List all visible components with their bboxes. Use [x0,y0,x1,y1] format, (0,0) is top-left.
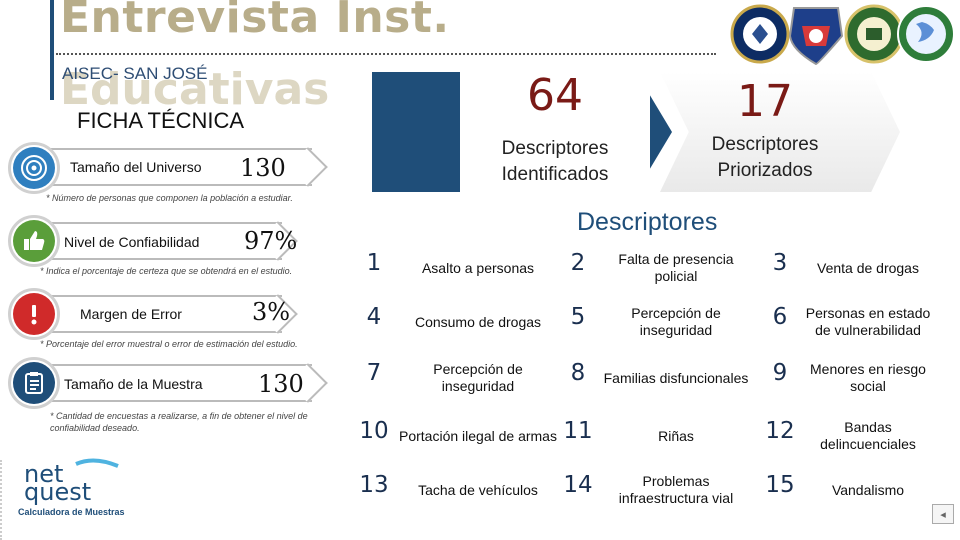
stat-priorizados-arrow [660,72,900,192]
descriptores-title: Descriptores [577,208,718,236]
descriptor-number: 7 [366,360,382,386]
seal-1-icon [730,4,790,64]
descriptor-text: Portación ilegal de armas [399,427,557,444]
page-title: Entrevista Inst. [60,0,450,43]
clipboard-icon [13,362,55,404]
stat-identificados-panel [460,70,650,196]
universo-icon-ring [8,142,60,194]
descriptor-text: Bandas delincuenciales [820,419,916,452]
descriptor-number: 13 [359,472,389,498]
universo-label: Tamaño del Universo [70,159,202,175]
stat-identificados-number: 64 [527,70,583,121]
descriptor-text: Problemas infraestructura vial [618,473,734,506]
descriptor-number: 14 [563,472,593,498]
descriptor-number: 11 [563,418,593,444]
descriptor-number: 5 [570,304,586,330]
descriptor-number: 15 [765,472,795,498]
seal-3-icon [844,4,904,64]
descriptor-text: Personas en estado de vulnerabilidad [805,305,931,338]
logo-brand-bottom: quest [24,478,91,506]
error-pill [42,295,282,333]
confiabilidad-note: * Indica el porcentaje de certeza que se… [40,266,293,276]
universo-pill [42,148,312,186]
descriptor-text: Percepción de inseguridad [631,305,721,338]
descriptor-text: Percepción de inseguridad [433,361,523,394]
stat-priorizados-label: Descriptores Priorizados [711,134,819,181]
muestra-value: 130 [258,370,304,398]
descriptor-text: Menores en riesgo social [810,361,926,394]
descriptor-number: 12 [765,418,795,444]
speaker-icon[interactable]: ◂ [932,504,954,524]
descriptor-number: 9 [772,360,788,386]
muestra-pill [42,364,312,402]
muestra-label: Tamaño de la Muestra [64,376,203,392]
logo-brand-top: net [24,460,63,488]
confiabilidad-label: Nivel de Confiabilidad [64,234,200,250]
descriptor-number: 4 [366,304,382,330]
page-subtitle: AISEC- SAN JOSÉ [62,64,208,83]
muestra-note: * Cantidad de encuestas a realizarse, a … [50,411,308,433]
descriptor-number: 3 [772,250,788,276]
descriptor-text: Tacha de vehículos [418,481,538,498]
seal-2-icon [788,7,844,66]
descriptor-number: 10 [359,418,389,444]
muestra-icon-ring [8,357,60,409]
confiabilidad-icon-ring [8,215,60,267]
logo-caption: Calculadora de Muestras [18,507,125,517]
error-label: Margen de Error [80,306,182,322]
seal-4-icon [897,5,955,63]
confiabilidad-pill [42,222,282,260]
descriptor-text: Riñas [658,427,694,444]
descriptor-text: Falta de presencia policial [618,251,734,284]
error-icon-ring [8,288,60,340]
thumbs-up-icon [13,220,55,262]
netquest-logo: net quest Calculadora de Muestras [18,458,125,517]
title-ghost: Educativas [60,64,330,115]
error-note: * Porcentaje del error muestral o error … [40,339,298,349]
universo-note: * Número de personas que componen la pob… [46,193,293,203]
institution-seals [730,4,955,66]
descriptor-number: 6 [772,304,788,330]
descriptor-number: 8 [570,360,586,386]
stat-priorizados-number: 17 [737,76,793,127]
stat-identificados-label: Descriptores Identificados [501,138,609,185]
decor-line [0,460,4,540]
descriptor-text: Vandalismo [831,481,905,498]
descriptor-text: Consumo de drogas [414,313,542,330]
descriptor-text: Asalto a personas [421,259,535,276]
exclamation-icon [13,293,55,335]
error-value: 3% [252,298,291,326]
section-title: FICHA TÉCNICA [77,108,245,133]
dotted-divider [56,53,716,55]
universo-value: 130 [240,154,286,182]
accent-bar [50,0,54,100]
confiabilidad-value: 97% [244,227,298,255]
descriptor-number: 2 [570,250,586,276]
descriptor-text: Venta de drogas [817,259,919,276]
descriptor-number: 1 [366,250,382,276]
descriptor-text: Familias disfuncionales [603,369,749,386]
target-icon [13,147,55,189]
